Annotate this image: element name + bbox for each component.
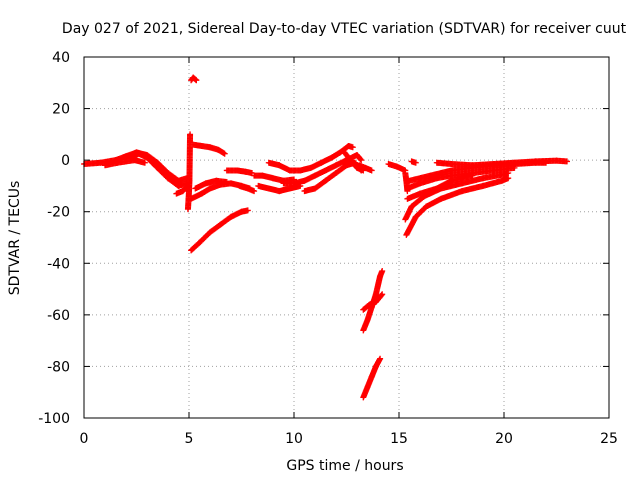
- data-point: [244, 207, 251, 214]
- y-tick-label: 0: [61, 153, 70, 169]
- x-tick-label: 15: [390, 431, 408, 447]
- y-tick-label: 40: [52, 50, 70, 66]
- data-point: [221, 150, 228, 157]
- y-tick-label: -20: [47, 205, 70, 221]
- y-axis-label: SDTVAR / TECUs: [7, 181, 23, 296]
- data-point: [193, 77, 200, 84]
- plot-frame: [83, 56, 610, 419]
- x-tick-label: 25: [600, 431, 618, 447]
- x-tick-label: 10: [285, 431, 303, 447]
- x-tick-label: 20: [495, 431, 513, 447]
- data-point: [412, 159, 419, 166]
- data-point: [358, 157, 365, 164]
- x-tick-label: 0: [80, 431, 89, 447]
- data-point: [357, 156, 364, 163]
- data-point: [349, 144, 356, 151]
- y-tick-label: -100: [38, 411, 70, 427]
- chart-title: Day 027 of 2021, Sidereal Day-to-day VTE…: [62, 21, 627, 37]
- data-point: [379, 291, 386, 298]
- axis-ticks: 0 5 10 15 20 25 -100 -80 -60 -40 -20 0 20 40: [38, 50, 618, 447]
- y-tick-label: -40: [47, 256, 70, 272]
- y-tick-label: 20: [52, 102, 70, 118]
- data-point: [141, 159, 148, 166]
- y-tick-label: -80: [47, 359, 70, 375]
- data-point: [187, 131, 194, 138]
- data-point: [505, 175, 512, 182]
- data-point: [379, 268, 386, 275]
- x-tick-label: 5: [185, 431, 194, 447]
- data-points: [81, 74, 570, 401]
- data-point: [368, 167, 375, 174]
- data-point: [564, 158, 570, 165]
- x-axis-label: GPS time / hours: [286, 458, 403, 474]
- data-point: [251, 188, 258, 195]
- data-point: [377, 355, 384, 362]
- data-point: [378, 292, 385, 299]
- grid-lines: [84, 57, 609, 418]
- data-point: [223, 179, 230, 186]
- y-tick-label: -60: [47, 308, 70, 324]
